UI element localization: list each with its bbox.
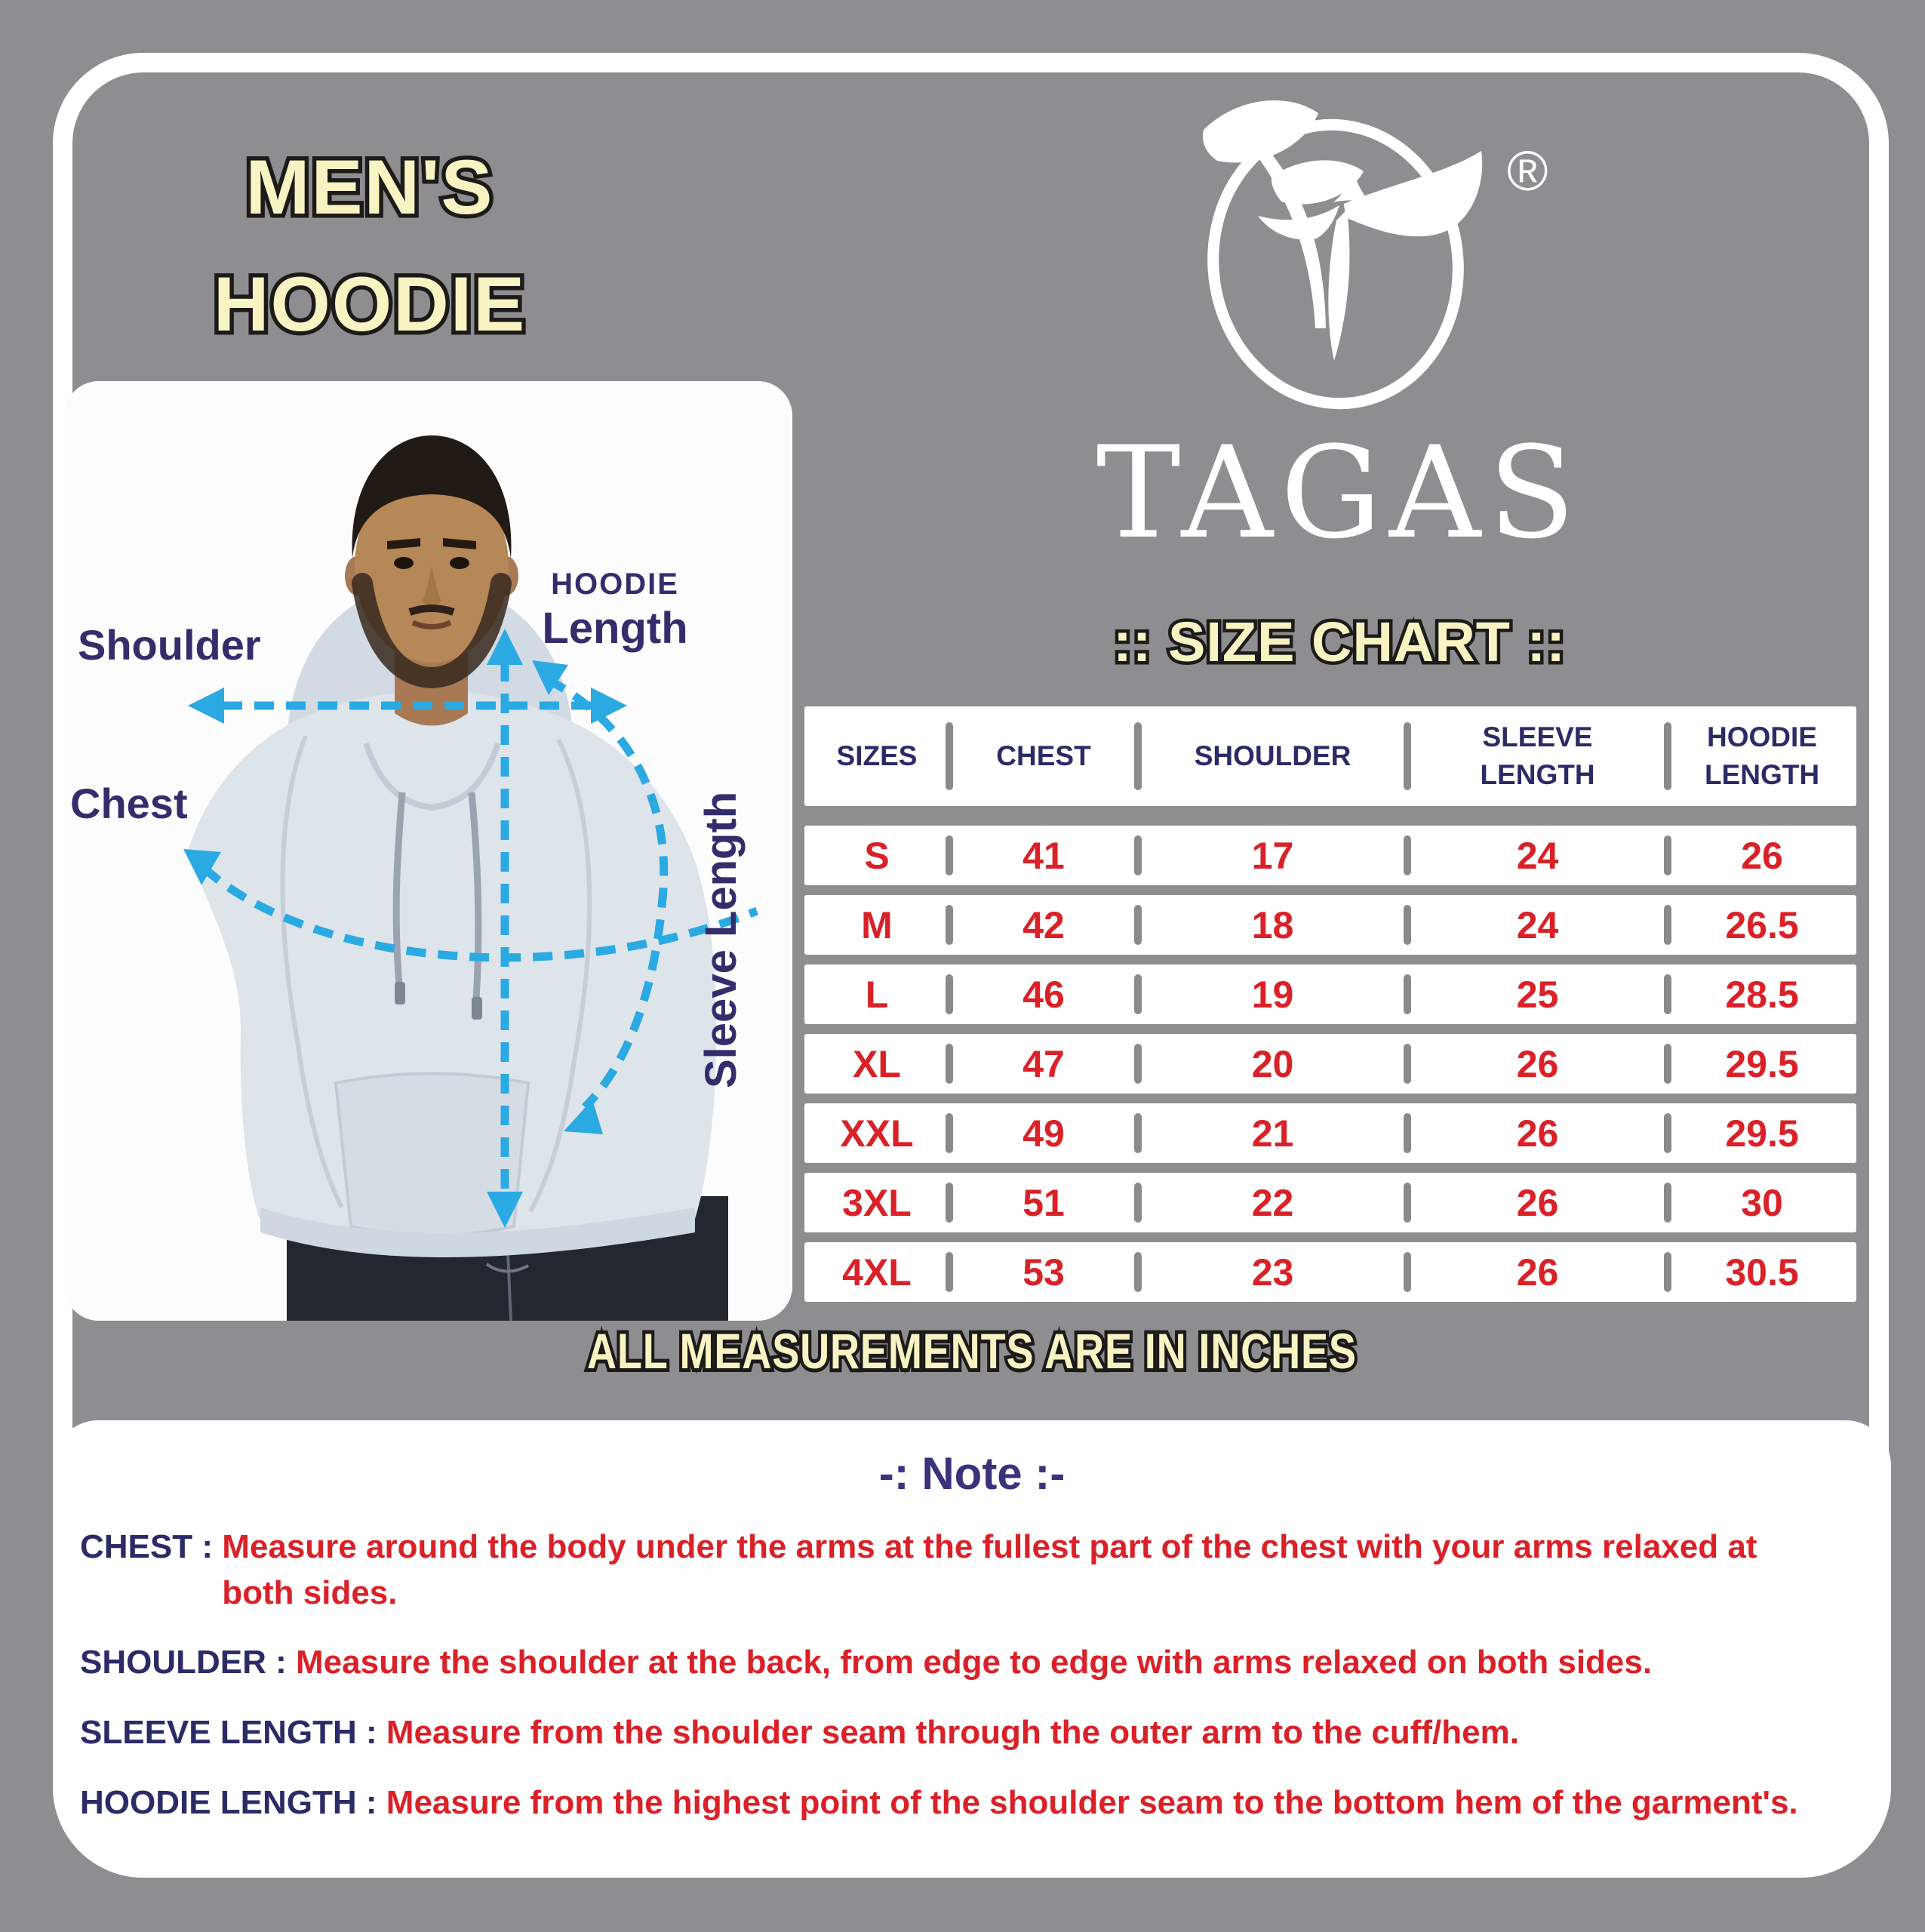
chest-measure-line <box>201 864 759 962</box>
note-list: CHEST : Measure around the body under th… <box>80 1524 1831 1850</box>
chest-label: Chest <box>70 780 188 827</box>
size-chart-heading: :: SIZE CHART :::: SIZE CHART :: <box>1110 607 1569 676</box>
hair <box>352 435 512 558</box>
beard <box>352 573 512 689</box>
sleeve-length-label: Sleeve Length <box>697 791 746 1088</box>
shoulder-label: Shoulder <box>78 621 261 669</box>
measurement-diagram-panel: Shoulder Chest HOODIE Length Sleeve Leng… <box>64 381 792 1321</box>
note-item-hoodie-length: HOODIE LENGTH : Measure from the highest… <box>80 1783 1798 1821</box>
column-header-shoulder: SHOULDER <box>1134 706 1407 806</box>
title-line-1: MEN'S MEN'S <box>241 140 497 234</box>
brand-name: TAGAS <box>1096 419 1583 567</box>
sleeve-measure-line <box>545 675 669 1110</box>
note-item-sleeve-length: SLEEVE LENGTH : Measure from the shoulde… <box>80 1714 1519 1752</box>
measure-arrowheads <box>183 629 627 1228</box>
hoodie-length-label: HOODIE Length <box>542 568 688 653</box>
table-row-l: L 46 19 25 28.5 <box>804 964 1856 1024</box>
table-row-xxl: XXL 49 21 26 29.5 <box>804 1103 1856 1163</box>
drawstring-right <box>468 792 482 1001</box>
column-header-sizes: SIZES <box>836 740 918 772</box>
size-chart-table: SIZES CHEST SHOULDER SLEEVE LENGTH HOODI… <box>804 706 1856 1312</box>
note-item-shoulder: SHOULDER : Measure the shoulder at the b… <box>80 1644 1653 1681</box>
drawstring-left <box>392 792 406 986</box>
note-panel: -: Note :- CHEST : Measure around the bo… <box>53 1420 1891 1878</box>
table-row-xl: XL 47 20 26 29.5 <box>804 1034 1856 1094</box>
page-title: MEN'S MEN'S HOODIE HOODIE <box>113 140 626 378</box>
brand-logo-icon: ® <box>1202 100 1548 410</box>
table-row-s: S 41 17 24 26 <box>804 826 1856 885</box>
table-row-4xl: 4XL 53 23 26 30.5 <box>804 1242 1856 1302</box>
hoodie-model-illustration <box>64 381 792 1321</box>
column-header-sleeve-length: SLEEVE LENGTH <box>1404 706 1668 806</box>
column-header-hoodie-length: HOODIE LENGTH <box>1664 706 1856 806</box>
note-heading: -: Note :- <box>878 1448 1066 1499</box>
note-item-chest: CHEST : Measure around the body under th… <box>80 1528 1757 1611</box>
registered-mark: ® <box>1507 140 1548 202</box>
table-row-3xl: 3XL 51 22 26 30 <box>804 1173 1856 1232</box>
table-row-m: M 42 18 24 26.5 <box>804 895 1856 955</box>
units-banner: ALL MEASUREMENTS ARE IN INCHES ALL MEASUR… <box>584 1319 1359 1383</box>
column-header-chest: CHEST <box>946 706 1138 806</box>
table-header-row: SIZES CHEST SHOULDER SLEEVE LENGTH HOODI… <box>804 706 1856 806</box>
measurement-lines <box>201 662 759 1195</box>
title-line-2: HOODIE HOODIE <box>209 257 528 352</box>
